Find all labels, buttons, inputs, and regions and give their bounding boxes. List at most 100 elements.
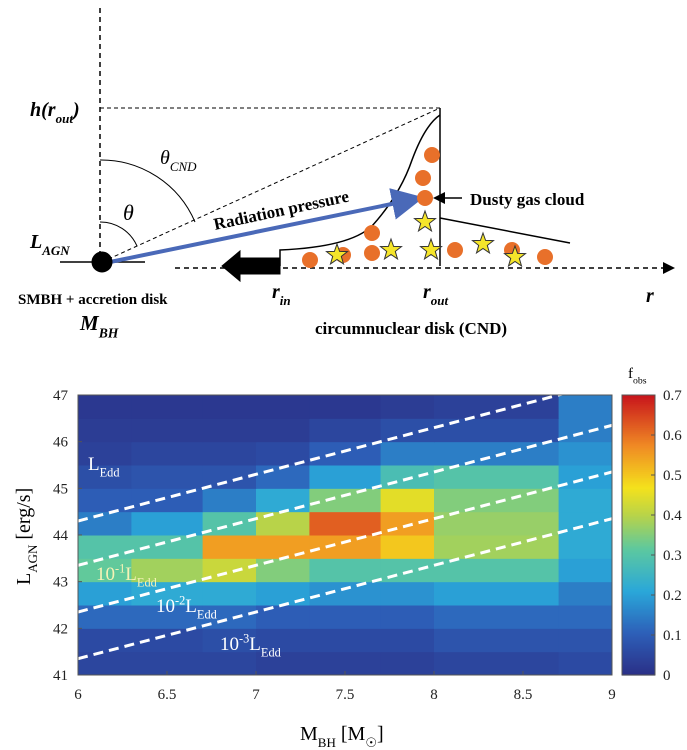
label-part: r bbox=[646, 285, 654, 307]
colorbar-step bbox=[622, 495, 655, 498]
colorbar-step bbox=[622, 449, 655, 452]
cell bbox=[309, 441, 382, 466]
colorbar-step bbox=[622, 603, 655, 606]
cell bbox=[434, 605, 560, 629]
colorbar-step bbox=[622, 555, 655, 558]
colorbar-tick-label: 0.2 bbox=[663, 588, 682, 604]
colorbar-step bbox=[622, 531, 655, 534]
colorbar-step bbox=[622, 611, 655, 614]
label-part: Dusty gas cloud bbox=[470, 190, 585, 209]
cell bbox=[256, 441, 310, 466]
cell bbox=[256, 395, 310, 419]
diagram-label: rout bbox=[423, 281, 449, 308]
colorbar-step bbox=[622, 455, 655, 458]
colorbar-step bbox=[622, 613, 655, 616]
line-label: 10-2LEdd bbox=[156, 593, 218, 621]
colorbar-step bbox=[622, 489, 655, 492]
colorbar-step bbox=[622, 483, 655, 486]
black-hole bbox=[91, 251, 113, 273]
colorbar-step bbox=[622, 669, 655, 672]
cell bbox=[380, 488, 435, 513]
colorbar-step bbox=[622, 437, 655, 440]
colorbar-step bbox=[622, 525, 655, 528]
diagram-label: r bbox=[646, 285, 654, 307]
radiation-arrow bbox=[109, 188, 424, 264]
eddington-line bbox=[78, 423, 612, 567]
cell bbox=[434, 628, 560, 653]
colorbar-step bbox=[622, 593, 655, 596]
colorbar-step bbox=[622, 501, 655, 504]
cell bbox=[131, 605, 204, 629]
colorbar-step bbox=[622, 625, 655, 628]
colorbar-step bbox=[622, 647, 655, 650]
cell bbox=[202, 488, 257, 513]
label-part: BH bbox=[318, 735, 336, 750]
label-part: L bbox=[185, 596, 197, 617]
diagram-label: MBH bbox=[79, 311, 119, 340]
colorbar-step bbox=[622, 411, 655, 414]
colorbar-step bbox=[622, 581, 655, 584]
colorbar-step bbox=[622, 569, 655, 572]
colorbar-step bbox=[622, 635, 655, 638]
colorbar-step bbox=[622, 629, 655, 632]
colorbar-label: fobs bbox=[628, 366, 647, 386]
colorbar-step bbox=[622, 621, 655, 624]
cell bbox=[78, 605, 132, 629]
cell bbox=[78, 628, 132, 653]
cell bbox=[256, 511, 310, 536]
colorbar-step bbox=[622, 439, 655, 442]
colorbar-step bbox=[622, 633, 655, 636]
cell bbox=[131, 488, 204, 513]
colorbar-step bbox=[622, 577, 655, 580]
colorbar-step bbox=[622, 431, 655, 434]
cell bbox=[131, 418, 204, 443]
cell bbox=[380, 581, 435, 606]
y-tick-label: 44 bbox=[53, 528, 69, 544]
colorbar-step bbox=[622, 601, 655, 604]
colorbar-step bbox=[622, 551, 655, 554]
cell bbox=[256, 651, 310, 676]
colorbar-step bbox=[622, 649, 655, 652]
colorbar-step bbox=[622, 515, 655, 518]
colorbar-step bbox=[622, 643, 655, 646]
label-part: M bbox=[79, 311, 100, 335]
colorbar-step bbox=[622, 549, 655, 552]
cell bbox=[78, 558, 132, 583]
colorbar-step bbox=[622, 657, 655, 660]
cell bbox=[309, 535, 382, 559]
colorbar-step bbox=[622, 507, 655, 510]
colorbar-step bbox=[622, 409, 655, 412]
cell bbox=[202, 418, 257, 443]
cell bbox=[558, 395, 613, 419]
cell bbox=[202, 395, 257, 419]
colorbar-step bbox=[622, 407, 655, 410]
colorbar-tick-label: 0.3 bbox=[663, 548, 682, 564]
colorbar-step bbox=[622, 609, 655, 612]
y-tick-label: 46 bbox=[53, 435, 69, 451]
colorbar-step bbox=[622, 451, 655, 454]
colorbar-tick-label: 0.4 bbox=[663, 508, 682, 524]
colorbar-step bbox=[622, 585, 655, 588]
colorbar-step bbox=[622, 535, 655, 538]
colorbar-step bbox=[622, 521, 655, 524]
diagram-label: LAGN bbox=[29, 231, 70, 258]
colorbar-step bbox=[622, 509, 655, 512]
colorbar-step bbox=[622, 471, 655, 474]
colorbar-frame bbox=[621, 394, 656, 676]
label-part: M bbox=[300, 723, 318, 745]
diagram-label: circumnuclear disk (CND) bbox=[315, 319, 507, 338]
label-part: r bbox=[423, 281, 431, 303]
cell bbox=[309, 511, 382, 536]
colorbar-step bbox=[622, 457, 655, 460]
colorbar-step bbox=[622, 595, 655, 598]
y-tick-label: 41 bbox=[53, 668, 68, 684]
stars bbox=[325, 209, 527, 268]
cell bbox=[558, 441, 613, 466]
x-tick-label: 6 bbox=[74, 687, 82, 703]
line-label: LEdd bbox=[88, 454, 120, 480]
label-part: L bbox=[125, 564, 137, 585]
colorbar-step bbox=[622, 659, 655, 662]
label-part: θ bbox=[123, 200, 134, 225]
colorbar-step bbox=[622, 631, 655, 634]
